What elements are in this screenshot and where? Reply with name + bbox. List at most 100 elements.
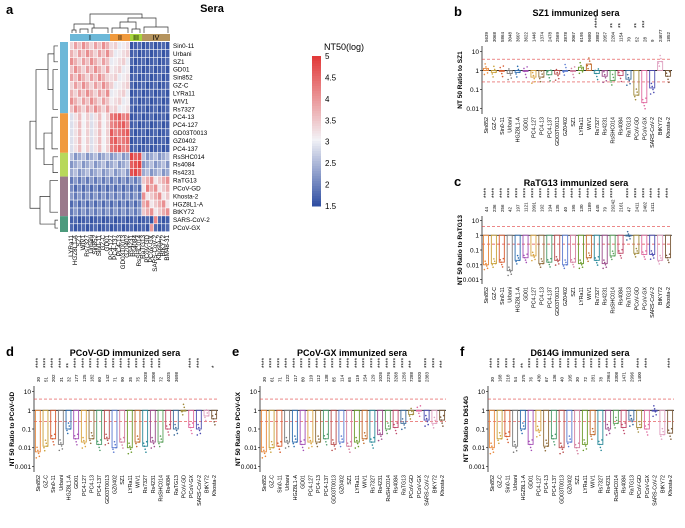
ratio-bar [649, 70, 656, 89]
ratio-point [115, 446, 117, 449]
heat-cell [150, 208, 154, 216]
heat-cell [166, 121, 170, 129]
ratio-point [589, 63, 592, 65]
heat-cell [110, 57, 114, 66]
heat-cell [154, 144, 158, 153]
heat-cell [150, 57, 154, 66]
legend-tick-label: 2.5 [325, 159, 337, 168]
ratio-point [552, 437, 554, 440]
significance-stars: **** [135, 357, 142, 368]
heat-cell [74, 121, 78, 129]
heat-cell [102, 144, 106, 153]
ratio-point [564, 259, 566, 261]
heat-cell [94, 208, 98, 216]
x-tick-label: GD01 [524, 287, 530, 301]
ratio-point [502, 65, 505, 67]
ratio-point [58, 449, 61, 452]
heat-cell [98, 105, 102, 113]
column-label: GD03T0013 [120, 235, 127, 270]
heat-cell [78, 81, 82, 89]
ratio-point [595, 75, 598, 78]
heat-cell [114, 57, 118, 66]
heat-cell [146, 144, 150, 153]
heat-cell [118, 224, 122, 232]
ratio-point [532, 253, 535, 256]
heat-cell [70, 65, 74, 74]
ratio-point [613, 424, 616, 426]
heat-cell [94, 152, 98, 161]
heat-cell [106, 208, 110, 216]
heat-cell [102, 137, 106, 145]
ratio-bar [657, 234, 664, 261]
heat-cell [142, 192, 146, 200]
ratio-point [114, 443, 117, 446]
heat-cell [138, 49, 142, 58]
ratio-point [644, 425, 647, 427]
ratio-point [643, 256, 646, 258]
heat-cell [90, 216, 94, 224]
heat-cell [118, 49, 122, 58]
x-tick-label: WIV1 [587, 287, 593, 300]
ratio-point [565, 66, 567, 69]
ratio-point [105, 433, 107, 436]
ratio-point [499, 259, 502, 261]
heat-cell [90, 224, 94, 232]
heat-cell [110, 192, 114, 200]
ratio-point [619, 77, 622, 80]
heat-cell [126, 200, 130, 208]
heat-cell [106, 57, 110, 66]
ratio-point [483, 268, 486, 271]
heat-cell [146, 81, 150, 89]
x-tick-label: SARS-CoV-2 [650, 117, 656, 148]
ratio-point [492, 266, 494, 268]
nt50-value: 30 [262, 376, 267, 382]
heat-cell [146, 184, 150, 192]
ratio-point [425, 414, 427, 417]
row-label: Rs4084 [173, 162, 195, 169]
ratio-point [346, 442, 349, 445]
heat-cell [158, 216, 162, 224]
row-label: PC4-127 [173, 122, 198, 129]
ratio-point [597, 255, 600, 258]
x-tick-label: LYRa11 [355, 475, 361, 493]
ratio-point [356, 439, 358, 442]
heat-cell [86, 81, 90, 89]
ratio-point [570, 259, 573, 261]
heat-cell [78, 49, 82, 58]
significance-stars: **** [338, 357, 345, 368]
ratio-point [138, 441, 140, 443]
ratio-point [532, 74, 535, 77]
heat-cell [130, 57, 134, 66]
significance-stars: **** [613, 357, 620, 368]
ratio-bar [530, 234, 537, 257]
ratio-point [636, 428, 639, 430]
heat-cell [118, 105, 122, 113]
ratio-point [501, 266, 504, 268]
ratio-point [633, 95, 636, 98]
x-tick-label: PCoV-GD [637, 475, 643, 498]
heat-cell [162, 113, 166, 121]
panel-title: SZ1 immunized sera [532, 8, 620, 18]
y-axis-label: NT 50 Ratio to D614G [463, 396, 470, 462]
ratio-point [616, 422, 619, 425]
nt50-value: 61 [270, 376, 275, 382]
heat-cell [150, 113, 154, 121]
ratio-point [183, 406, 186, 409]
significance-stars: **** [424, 357, 431, 368]
heat-cell [142, 144, 146, 153]
nt50-value: 40 [563, 206, 568, 212]
ratio-point [316, 445, 319, 448]
row-group-2 [60, 113, 68, 153]
significance-stars: **** [582, 357, 589, 368]
ratio-point [493, 68, 496, 71]
heat-cell [106, 121, 110, 129]
ratio-point [411, 413, 414, 416]
ratio-point [652, 91, 655, 94]
ratio-point [355, 436, 357, 439]
y-tick-label: 10 [472, 218, 480, 225]
ratio-point [394, 426, 396, 429]
column-group-4 [142, 34, 170, 41]
significance-stars: **** [665, 187, 672, 198]
heat-cell [82, 137, 86, 145]
ratio-bar [506, 234, 513, 272]
